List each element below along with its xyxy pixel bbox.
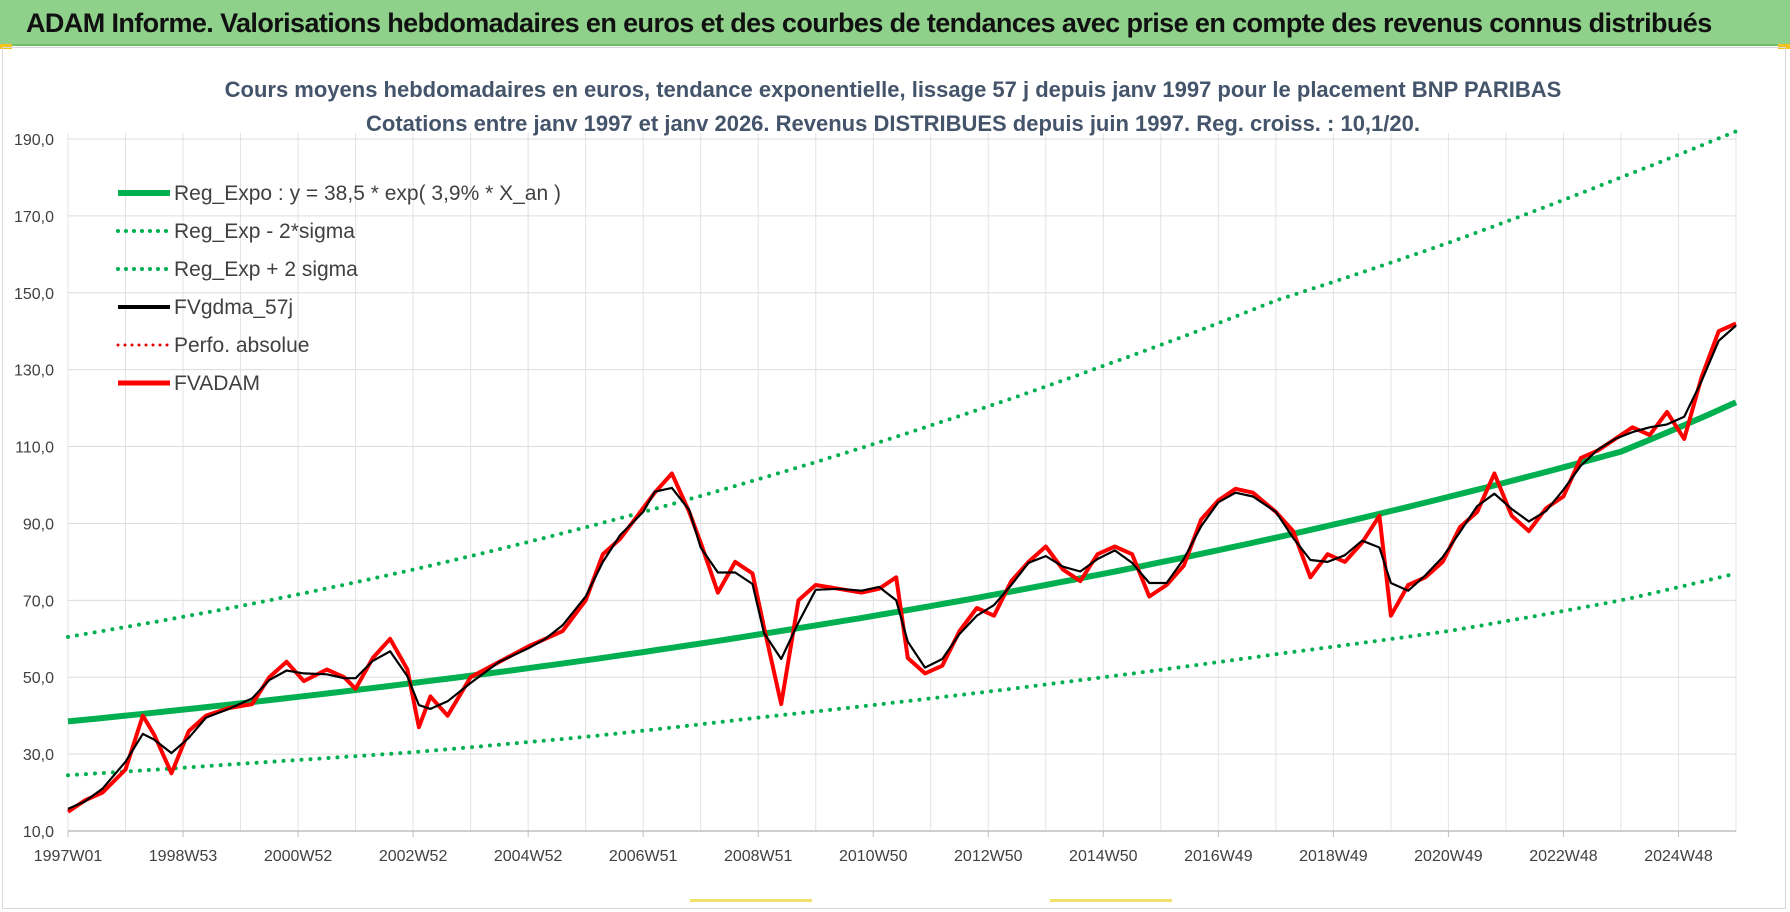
x-tick-label: 2014W50 [1069, 848, 1138, 865]
x-tick-label: 2010W50 [839, 848, 908, 865]
y-tick-label: 70,0 [23, 593, 54, 610]
series-reg-plus-2sigma [66, 129, 1738, 639]
legend-label: Reg_Expo : y = 38,5 * exp( 3,9% * X_an ) [174, 182, 561, 205]
series-group [66, 129, 1738, 814]
y-tick-label: 90,0 [23, 516, 54, 533]
legend-label: Perfo. absolue [174, 334, 309, 357]
bottom-accent-1 [690, 899, 812, 902]
legend-label: FVgdma_57j [174, 296, 293, 319]
x-tick-label: 2004W52 [494, 848, 563, 865]
bottom-accent-2 [1050, 899, 1172, 902]
x-tick-label: 2016W49 [1184, 848, 1253, 865]
x-tick-label: 2018W49 [1299, 848, 1368, 865]
corner-mark-right [1778, 44, 1790, 49]
series-fvadam [66, 321, 1737, 814]
y-tick-label: 150,0 [14, 286, 54, 303]
x-tick-label: 2008W51 [724, 848, 793, 865]
x-tick-label: 2024W48 [1644, 848, 1713, 865]
legend-label: Reg_Exp - 2*sigma [174, 220, 355, 243]
header-banner: ADAM Informe. Valorisations hebdomadaire… [0, 0, 1790, 46]
y-tick-label: 30,0 [23, 747, 54, 764]
x-tick-label: 2022W48 [1529, 848, 1598, 865]
y-tick-label: 170,0 [14, 209, 54, 226]
banner-title: ADAM Informe. Valorisations hebdomadaire… [26, 8, 1712, 38]
y-tick-label: 10,0 [23, 824, 54, 841]
x-tick-label: 1998W53 [149, 848, 218, 865]
series-reg-minus-2sigma [66, 571, 1738, 778]
y-tick-label: 50,0 [23, 670, 54, 687]
series-fvgdma-57j [67, 324, 1737, 810]
x-axis: 1997W01 1998W53 2000W52 2002W52 2004W52 2006W… [34, 831, 1713, 865]
chart-title-line-1: Cours moyens hebdomadaires en euros, ten… [225, 77, 1562, 102]
grid [67, 133, 1737, 832]
x-tick-label: 2006W51 [609, 848, 678, 865]
chart-frame [2, 47, 1786, 909]
y-axis: 10,0 30,0 50,0 70,0 90,0 110,0 130,0 150,0 170,0… [14, 132, 54, 841]
x-tick-label: 1997W01 [34, 848, 103, 865]
corner-mark-left [0, 44, 12, 49]
legend-label: Reg_Exp + 2 sigma [174, 258, 358, 281]
x-tick-label: 2020W49 [1414, 848, 1483, 865]
x-tick-label: 2002W52 [379, 848, 448, 865]
legend: Reg_Expo : y = 38,5 * exp( 3,9% * X_an )… [116, 182, 561, 395]
y-tick-label: 190,0 [14, 132, 54, 149]
x-tick-label: 2000W52 [264, 848, 333, 865]
x-tick-label: 2012W50 [954, 848, 1023, 865]
chart-title-line-2: Cotations entre janv 1997 et janv 2026. … [366, 111, 1420, 136]
legend-label: FVADAM [174, 372, 260, 395]
y-tick-label: 110,0 [15, 440, 54, 457]
y-tick-label: 130,0 [14, 363, 54, 380]
